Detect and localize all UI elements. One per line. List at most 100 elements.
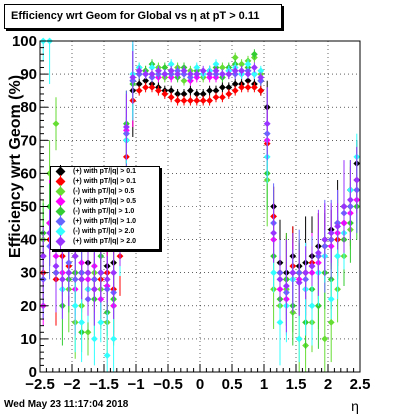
data-point (334, 222, 341, 230)
data-point (251, 64, 258, 71)
x-tick-label: −0.5 (153, 376, 183, 393)
data-point (78, 275, 85, 283)
data-point (308, 302, 316, 310)
data-point (91, 335, 98, 343)
data-point (135, 67, 143, 75)
data-point (244, 83, 252, 91)
x-tick-label: −1.5 (89, 376, 119, 393)
data-point (129, 74, 137, 81)
data-point (302, 269, 309, 277)
data-point (71, 252, 79, 260)
data-point (193, 97, 201, 104)
data-point (71, 302, 79, 310)
data-point (167, 93, 175, 101)
data-series (39, 37, 361, 372)
data-point (283, 282, 290, 290)
timestamp-footer: Wed May 23 11:17:04 2018 (4, 399, 129, 410)
data-point (199, 90, 207, 98)
data-point (142, 70, 149, 78)
data-point (321, 236, 329, 243)
data-point (193, 64, 201, 71)
data-point (52, 120, 60, 128)
data-point (148, 70, 156, 78)
y-tick-label: 100 (12, 33, 37, 50)
data-point (327, 295, 335, 303)
legend-entry: (+) with pT/|q| > 1.0 (51, 215, 159, 229)
data-point (193, 70, 201, 78)
data-point (257, 87, 265, 95)
x-tick-label: 0.5 (222, 376, 243, 393)
data-point (238, 83, 245, 91)
data-point (180, 67, 188, 75)
x-tick-label: 2 (324, 376, 332, 393)
data-point (225, 83, 233, 91)
axis-ticks: −2.5 −2 −1.5 −1 −0.5 0 0.5 1 1.5 2 2.5 0 10 20 30 40 50 6… (12, 33, 370, 393)
data-point (199, 67, 207, 75)
data-point (97, 318, 105, 326)
data-point (353, 176, 361, 184)
data-point (231, 80, 239, 88)
data-point (251, 70, 258, 78)
x-axis-label: η (351, 398, 359, 414)
legend-label: (+) with pT/|q| > 1.0 (73, 218, 137, 225)
data-point (334, 252, 341, 260)
legend-entry: (+) with pT/|q| > 0.5 (51, 195, 159, 209)
data-point (212, 87, 220, 95)
data-point (251, 83, 258, 91)
data-point (161, 64, 169, 71)
data-point (180, 90, 188, 98)
data-point (103, 275, 111, 283)
data-point (78, 318, 85, 326)
y-tick-label: 80 (20, 99, 37, 116)
x-tick-label: −2.5 (25, 376, 55, 393)
legend-entry: (-) with pT/|q| > 0.5 (51, 185, 159, 199)
data-point (167, 60, 175, 68)
data-point (244, 77, 252, 85)
y-tick-label: 50 (20, 199, 37, 216)
data-point (52, 262, 60, 270)
data-point (257, 74, 265, 81)
legend-label: (-) with pT/|q| > 0.5 (73, 188, 135, 195)
legend-label: (+) with pT/|q| > 2.0 (73, 238, 137, 245)
data-point (199, 97, 207, 104)
data-point (180, 77, 188, 85)
data-point (231, 54, 239, 61)
data-point (123, 123, 130, 131)
data-point (321, 335, 329, 343)
data-point (84, 269, 92, 277)
data-point (135, 80, 143, 88)
data-point (276, 318, 284, 326)
data-point (174, 90, 181, 98)
data-point (91, 285, 98, 293)
chart-title: Efficiency wrt Geom for Global vs η at p… (4, 4, 282, 29)
y-tick-label: 0 (29, 364, 37, 381)
y-tick-label: 30 (20, 265, 37, 282)
legend-label: (-) with pT/|q| > 1.0 (73, 208, 135, 215)
data-point (148, 64, 156, 71)
data-point (212, 60, 220, 68)
data-point (327, 318, 335, 326)
data-point (142, 77, 149, 85)
data-point (289, 269, 297, 277)
data-point (174, 70, 181, 78)
data-point (251, 50, 258, 58)
data-point (206, 87, 213, 95)
data-point (347, 196, 354, 204)
data-point (270, 269, 277, 277)
data-point (187, 70, 194, 78)
x-tick-label: 2.5 (350, 376, 371, 393)
y-tick-label: 90 (20, 66, 37, 83)
data-point (142, 83, 149, 91)
data-point (244, 60, 252, 68)
legend-label: (+) with pT/|q| > 0.1 (73, 178, 137, 185)
legend-label: (+) with pT/|q| > 0.1 (73, 168, 137, 175)
data-point (174, 97, 181, 104)
data-point (193, 90, 201, 98)
data-point (238, 60, 245, 68)
data-point (219, 93, 226, 101)
data-point (65, 269, 73, 277)
data-point (257, 67, 265, 75)
y-tick-label: 60 (20, 165, 37, 182)
data-point (187, 97, 194, 104)
